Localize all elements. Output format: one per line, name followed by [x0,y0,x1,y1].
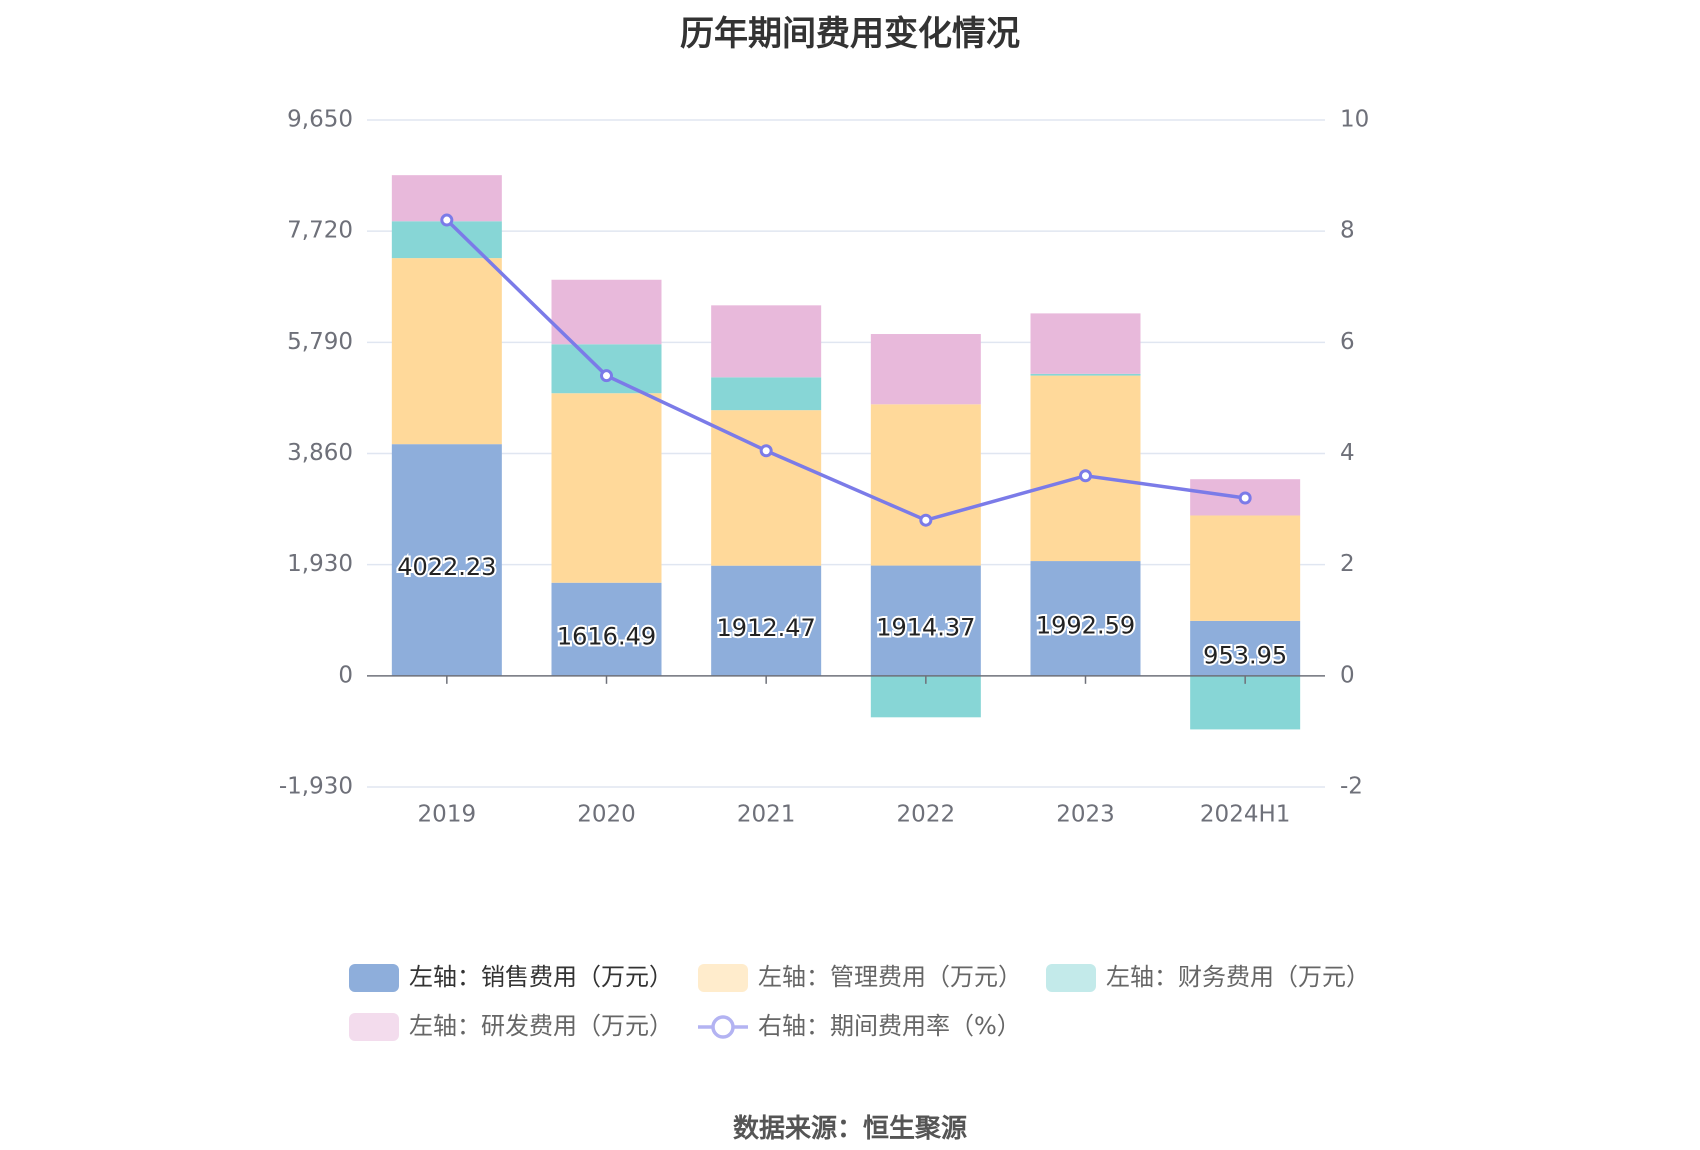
bar-segment [1190,675,1301,730]
x-axis-tick-label: 2024H1 [1200,802,1290,828]
rate-line [440,213,1252,527]
bar-data-label: 953.95 [1203,641,1287,669]
bar-data-label: 4022.23 [397,553,496,581]
rate-line-point [1079,469,1092,483]
left-axis-tick-label: 9,650 [287,107,353,133]
bar-segment [1030,373,1141,376]
legend-label: 左轴：财务费用（万元） [1106,963,1370,991]
bar-data-label: 1616.49 [557,622,656,650]
bar-segment [551,344,662,394]
legend-swatch-icon [698,964,748,992]
data-source: 数据来源：恒生聚源 [732,1114,967,1144]
data-labels: 4022.23 1616.49 1912.47 1914.37 1992.59 953.9… [395,551,1289,671]
left-axis-tick-label: 3,860 [287,440,353,466]
legend-item[interactable]: 左轴：研发费用（万元） [349,1012,673,1041]
bar-segment [391,258,502,445]
legend-circle-icon [711,1015,735,1039]
x-axis-tick-label: 2020 [577,802,636,828]
bar-segment [711,565,822,676]
right-axis-tick-label: 2 [1340,551,1355,577]
bar-data-label: 1914.37 [876,614,975,642]
left-axis-tick-label: -1,930 [279,774,353,800]
bar-segment [551,393,662,583]
chart-title: 历年期间费用变化情况 [680,14,1020,54]
rate-line-point [759,444,773,458]
bar-segment [1190,515,1301,621]
legend-swatch-icon [349,1013,399,1041]
bar-segment [391,221,502,259]
x-axis-tick-label: 2021 [737,802,796,828]
left-axis-tick-label: 1,930 [287,551,353,577]
x-axis-tick-label: 2023 [1056,802,1115,828]
legend-item[interactable]: 左轴：管理费用（万元） [698,963,1022,992]
right-axis-tick-label: -2 [1340,774,1363,800]
rate-line-point [919,513,933,527]
right-axis-tick-label: 8 [1340,218,1355,244]
legend-label: 左轴：研发费用（万元） [409,1012,673,1040]
legend-item[interactable]: 右轴：期间费用率（%） [698,1012,1021,1040]
rate-line-point [440,213,454,227]
left-axis-tick-label: 7,720 [287,218,353,244]
right-axis-tick-label: 10 [1340,107,1369,133]
legend-label: 左轴：销售费用（万元） [409,963,673,991]
chart-area: -1,930 0 1,930 3,860 5,790 7,720 9,650 -2 0 2 4 6 8 1… [279,107,1370,1041]
right-axis-tick-label: 0 [1340,662,1355,688]
bar-segment [551,279,662,345]
x-axis-tick-label: 2022 [897,802,956,828]
bar-segment [1030,313,1141,374]
left-axis-tick-label: 5,790 [287,329,353,355]
legend-item[interactable]: 左轴：销售费用（万元） [349,963,673,992]
bar-segment [870,404,981,566]
bar-segment [391,444,502,676]
bar-segment [711,377,822,411]
bar-segment [870,565,981,676]
bars [391,175,1301,730]
left-axis-tick-label: 0 [338,662,353,688]
bar-segment [870,334,981,405]
axes: -1,930 0 1,930 3,860 5,790 7,720 9,650 -2 0 2 4 6 8 1… [279,107,1369,828]
x-axis-tick-label: 2019 [418,802,477,828]
bar-segment [711,305,822,378]
right-axis-tick-label: 4 [1340,440,1355,466]
bar-segment [1030,561,1141,676]
legend-label: 左轴：管理费用（万元） [758,963,1022,991]
bar-data-label: 1912.47 [717,614,816,642]
bar-segment [551,582,662,676]
legend-label: 右轴：期间费用率（%） [758,1012,1021,1040]
bar-segment [711,410,822,566]
bar-data-label: 1992.59 [1036,611,1135,639]
legend-swatch-icon [1046,964,1096,992]
bar-segment [1190,620,1301,676]
legend: 左轴：销售费用（万元） 左轴：管理费用（万元） 左轴：财务费用（万元） 左轴：研发费用… [349,963,1370,1041]
bar-segment [1030,375,1141,562]
rate-line-point [1238,491,1252,505]
legend-swatch-icon [349,964,399,992]
rate-line-path [445,218,1246,523]
rate-line-point [600,369,613,383]
legend-item[interactable]: 左轴：财务费用（万元） [1046,963,1370,992]
grid-lines [367,119,1325,788]
right-axis-tick-label: 6 [1340,329,1355,355]
